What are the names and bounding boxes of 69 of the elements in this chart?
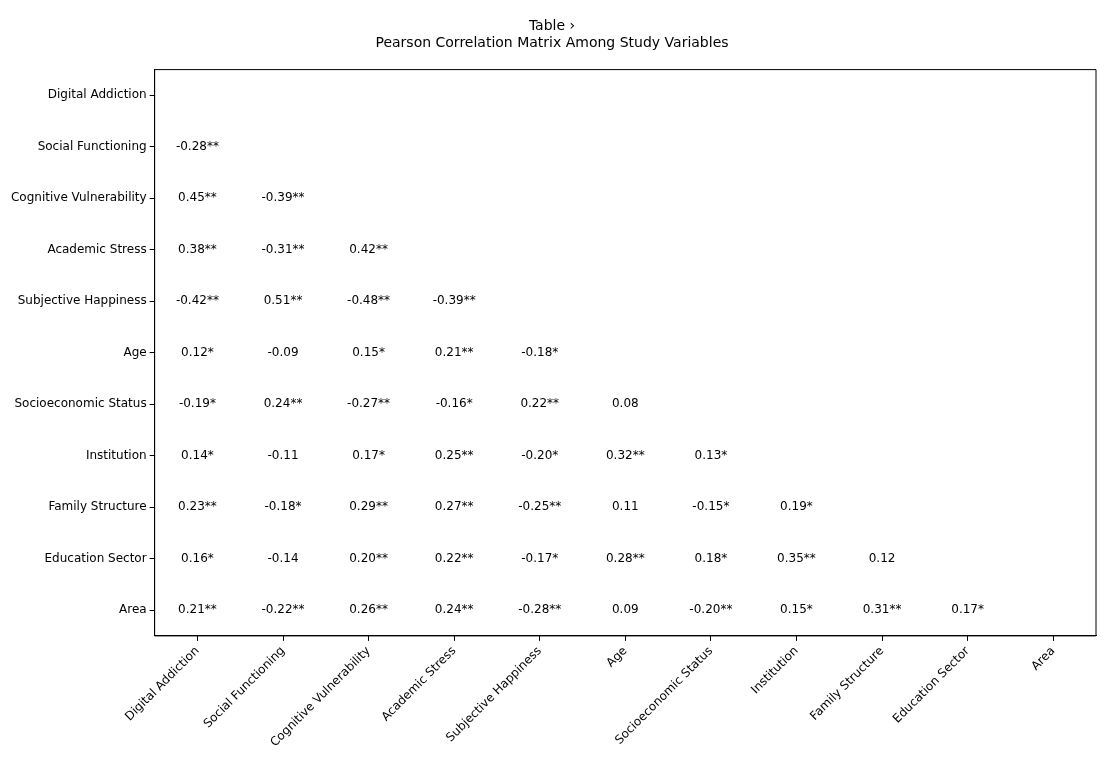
chart-subtitle: Pearson Correlation Matrix Among Study Variables (375, 33, 729, 50)
data-label: 0.38** (178, 241, 217, 256)
data-label: -0.28** (175, 138, 219, 153)
data-label: 0.18* (694, 550, 728, 565)
data-label: -0.15* (692, 499, 730, 514)
data-label: 0.27** (434, 499, 474, 514)
data-label: -0.20* (521, 447, 559, 462)
y-tick-label: Digital Addiction (47, 87, 147, 102)
data-label: 0.26** (349, 602, 388, 617)
data-label: -0.18* (521, 344, 559, 359)
data-label: 0.24** (434, 602, 474, 617)
y-tick-label: Education Sector (44, 550, 147, 565)
y-tick-label: Social Functioning (37, 138, 147, 153)
data-label: 0.19* (780, 499, 813, 514)
x-tick-label: Age (603, 643, 630, 670)
y-tick-label: Institution (85, 447, 147, 462)
data-label: -0.39** (432, 293, 476, 308)
data-label: 0.14* (181, 447, 214, 462)
y-tick-label: Age (123, 344, 147, 359)
y-tick-label: Socioeconomic Status (14, 396, 147, 411)
data-label: 0.21** (434, 344, 474, 359)
data-label: 0.22** (520, 396, 560, 411)
data-label: -0.09 (267, 344, 299, 359)
data-label: 0.35** (777, 550, 816, 565)
y-tick-label: Academic Stress (47, 241, 147, 256)
data-label: -0.28** (518, 602, 562, 617)
data-label: 0.28** (605, 550, 645, 565)
data-label: -0.16* (435, 396, 473, 411)
data-label: 0.22** (434, 550, 474, 565)
data-label: 0.09 (611, 602, 639, 617)
data-label: 0.24** (263, 396, 303, 411)
data-label: 0.08 (611, 396, 639, 411)
data-label: 0.11 (611, 499, 639, 514)
data-label: -0.31** (261, 241, 305, 256)
data-label: 0.45** (178, 190, 217, 205)
data-label: 0.42** (349, 241, 388, 256)
y-tick-label: Area (119, 602, 147, 617)
data-label: -0.39** (261, 190, 305, 205)
data-label: 0.23** (178, 499, 217, 514)
data-label: -0.22** (261, 602, 305, 617)
y-tick-label: Subjective Happiness (17, 293, 147, 308)
data-label: 0.20** (349, 550, 388, 565)
data-label: 0.15* (780, 602, 813, 617)
data-label: 0.29** (349, 499, 388, 514)
data-label: -0.14 (267, 550, 299, 565)
data-label: -0.19* (178, 396, 216, 411)
data-label: 0.15* (352, 344, 385, 359)
chart-title: Table › (527, 17, 576, 34)
data-label: 0.31** (862, 602, 902, 617)
data-label: 0.21** (178, 602, 217, 617)
data-label: 0.25** (434, 447, 474, 462)
data-label: 0.32** (605, 447, 645, 462)
data-label: -0.42** (175, 293, 219, 308)
y-tick-label: Cognitive Vulnerability (10, 190, 147, 205)
data-label: -0.17* (521, 550, 559, 565)
data-label: 0.12 (868, 550, 896, 565)
data-label: -0.20** (689, 602, 733, 617)
data-label: 0.17* (951, 602, 984, 617)
y-tick-label: Family Structure (48, 499, 147, 514)
data-label: -0.27** (347, 396, 391, 411)
data-label: -0.25** (518, 499, 562, 514)
data-label: 0.17* (352, 447, 385, 462)
data-label: -0.18* (264, 499, 302, 514)
data-label: 0.12* (181, 344, 214, 359)
data-label: 0.51** (263, 293, 303, 308)
data-label: 0.13* (694, 447, 728, 462)
data-label: -0.11 (267, 447, 299, 462)
data-label: -0.48** (347, 293, 391, 308)
data-label: 0.16* (181, 550, 214, 565)
